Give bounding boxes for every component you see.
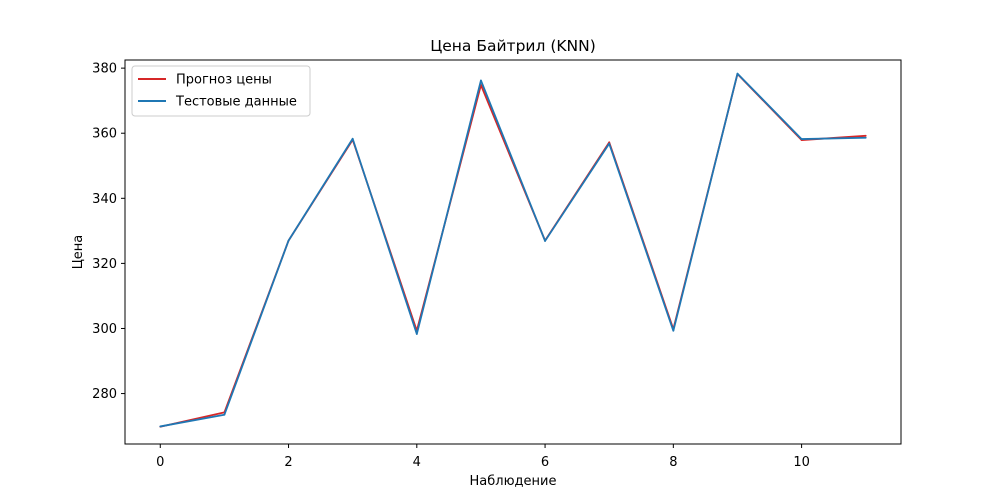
- legend-label-0: Прогноз цены: [176, 73, 272, 88]
- y-axis: 280 300 320 340 360 380: [92, 62, 125, 402]
- series-1-point: [608, 142, 611, 145]
- x-tick-label: 0: [156, 455, 164, 470]
- y-tick-label: 320: [92, 257, 117, 272]
- plot-area: [159, 72, 867, 428]
- series-1-point: [864, 136, 867, 139]
- series-0-point: [864, 134, 867, 137]
- y-tick-label: 340: [92, 192, 117, 207]
- series-1-point: [736, 72, 739, 75]
- series-line-1: [160, 72, 866, 428]
- legend: Прогноз цены Тестовые данные: [131, 65, 311, 117]
- plot-frame: [124, 59, 902, 445]
- series-1-point: [351, 137, 354, 140]
- legend-label-1: Тестовые данные: [175, 95, 297, 110]
- x-tick-label: 6: [541, 455, 549, 470]
- series-1-point: [223, 413, 226, 416]
- x-axis: 0 2 4 6 8 10: [156, 444, 810, 470]
- series-1-point: [544, 240, 546, 242]
- chart-title: Цена Байтрил (KNN): [430, 37, 596, 55]
- series-1-point: [159, 425, 162, 428]
- series-line-0: [160, 73, 866, 428]
- series-1-point: [287, 239, 290, 242]
- y-tick-label: 360: [92, 127, 117, 142]
- x-tick-label: 10: [793, 455, 810, 470]
- y-tick-label: 300: [92, 322, 117, 337]
- series-0-point: [608, 141, 611, 144]
- series-1-point: [672, 329, 675, 332]
- series-1-point: [415, 333, 418, 335]
- x-tick-label: 2: [284, 455, 292, 470]
- legend-box: [131, 65, 311, 117]
- x-tick-label: 4: [413, 455, 421, 470]
- series-1-point: [480, 79, 482, 82]
- series-1-point: [800, 138, 803, 140]
- y-tick-label: 380: [92, 62, 117, 77]
- x-tick-label: 8: [669, 455, 677, 470]
- y-tick-label: 280: [92, 387, 117, 402]
- y-axis-label: Цена: [71, 235, 86, 270]
- x-axis-label: Наблюдение: [470, 474, 557, 489]
